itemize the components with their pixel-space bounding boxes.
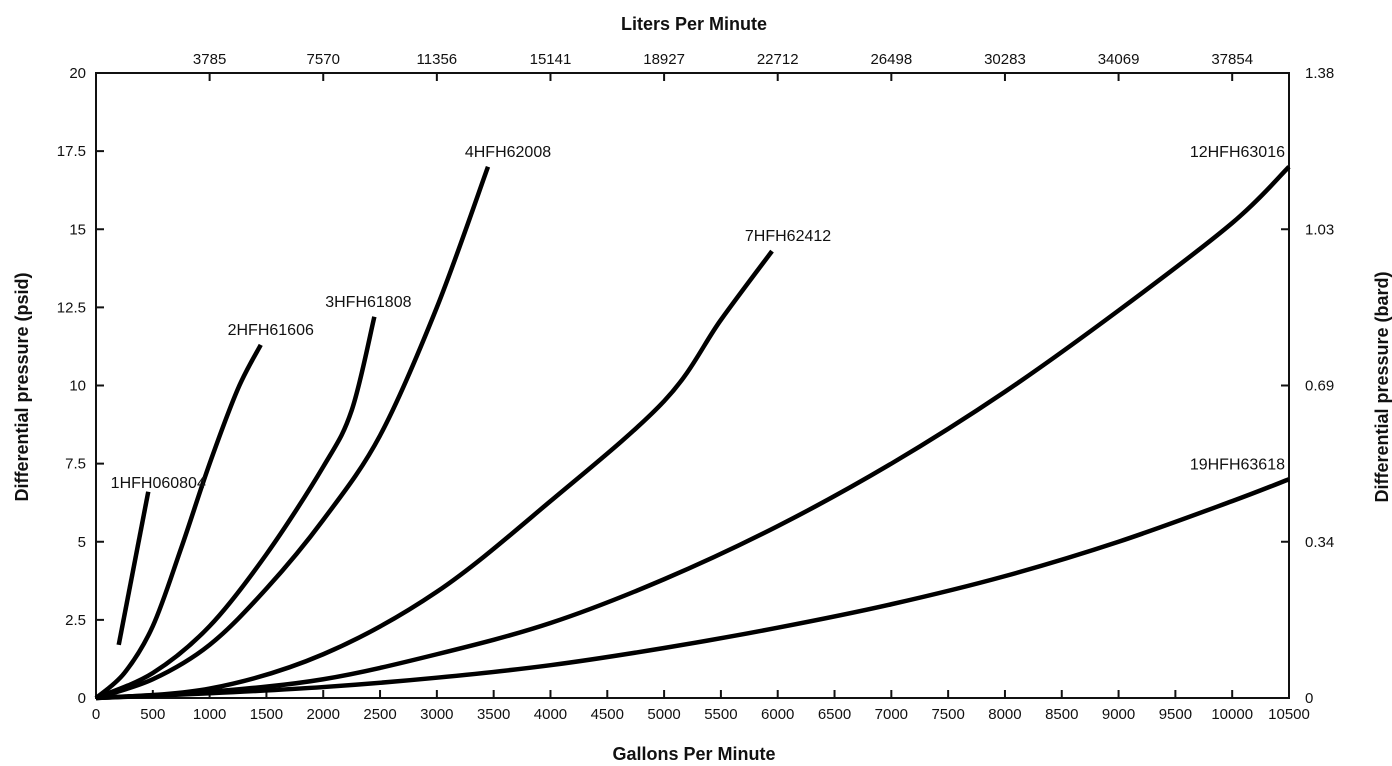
- x-tick-label: 9000: [1102, 706, 1135, 723]
- series-label-12hfh63016: 12HFH63016: [1190, 144, 1285, 161]
- series-label-2hfh61606: 2HFH61606: [228, 322, 314, 339]
- series-curves: [94, 165, 1291, 701]
- x-tick-label: 2500: [363, 706, 396, 723]
- series-label-3hfh61808: 3HFH61808: [325, 294, 411, 311]
- x-tick-label: 500: [140, 706, 165, 723]
- series-curve-3hfh61808: [95, 316, 377, 701]
- x2-tick-label: 37854: [1211, 51, 1253, 68]
- plot-frame: [95, 72, 1290, 699]
- x2-tick-label: 18927: [643, 51, 685, 68]
- x-tick-label: 5000: [647, 706, 680, 723]
- y-tick-label: 7.5: [65, 456, 86, 473]
- y-tick-label: 10: [69, 378, 86, 395]
- series-labels: 1HFH060804 2HFH61606 3HFH61808 4HFH62008 7HF…: [111, 144, 1285, 492]
- x-tick-label: 7500: [931, 706, 964, 723]
- x-tick-label: 3000: [420, 706, 453, 723]
- x-tick-label: 10000: [1211, 706, 1253, 723]
- x-tick-label: 1500: [250, 706, 283, 723]
- y-tick-label: 12.5: [57, 299, 86, 316]
- x-tick-label: 0: [92, 706, 100, 723]
- top-axis-title: Liters Per Minute: [621, 14, 767, 34]
- series-label-7hfh62412: 7HFH62412: [745, 228, 831, 245]
- left-axis-title: Differential pressure (psid): [12, 272, 32, 501]
- series-label-1hfh060804: 1HFH060804: [111, 475, 206, 492]
- y2-tick-label: 0.69: [1305, 378, 1334, 395]
- series-curve-7hfh62412: [95, 249, 774, 701]
- series-curve-2hfh61606: [94, 343, 263, 700]
- series-curve-19hfh63618: [95, 477, 1290, 701]
- y2-tick-label: 1.03: [1305, 221, 1334, 238]
- y2-tick-label: 0.34: [1305, 534, 1334, 551]
- x-tick-label: 9500: [1159, 706, 1192, 723]
- y-tick-label: 0: [78, 690, 86, 707]
- y-tick-label: 17.5: [57, 143, 86, 160]
- series-curve-1hfh060804: [116, 491, 151, 646]
- right-axis-title: Differential pressure (bard): [1372, 271, 1392, 502]
- x-tick-label: 3500: [477, 706, 510, 723]
- x-tick-label: 5500: [704, 706, 737, 723]
- x2-tick-label: 3785: [193, 51, 226, 68]
- series-curve-12hfh63016: [95, 165, 1291, 701]
- x-tick-label: 4500: [591, 706, 624, 723]
- x-tick-label: 2000: [307, 706, 340, 723]
- series-label-19hfh63618: 19HFH63618: [1190, 456, 1285, 473]
- x-tick-label: 8500: [1045, 706, 1078, 723]
- x2-tick-label: 34069: [1098, 51, 1140, 68]
- y-tick-label: 2.5: [65, 612, 86, 629]
- x-tick-label: 1000: [193, 706, 226, 723]
- x-tick-label: 10500: [1268, 706, 1310, 723]
- x-tick-label: 7000: [875, 706, 908, 723]
- y-tick-label: 5: [78, 534, 86, 551]
- x2-tick-label: 7570: [307, 51, 340, 68]
- series-label-4hfh62008: 4HFH62008: [465, 144, 551, 161]
- y2-tick-label: 0: [1305, 690, 1313, 707]
- series-curve-4hfh62008: [95, 165, 491, 701]
- bottom-axis-title: Gallons Per Minute: [612, 744, 775, 764]
- x2-tick-label: 22712: [757, 51, 799, 68]
- axis-ticks: 0 500 1000 1500 2000 2500 3000 3500 4000 4500 5000…: [57, 51, 1334, 723]
- x-tick-label: 4000: [534, 706, 567, 723]
- y-tick-label: 20: [69, 65, 86, 82]
- y-tick-label: 15: [69, 221, 86, 238]
- x2-tick-label: 30283: [984, 51, 1026, 68]
- x-tick-label: 6000: [761, 706, 794, 723]
- x-tick-label: 8000: [988, 706, 1021, 723]
- x2-tick-label: 15141: [530, 51, 572, 68]
- y2-tick-label: 1.38: [1305, 65, 1334, 82]
- x2-tick-label: 11356: [417, 51, 458, 68]
- x2-tick-label: 26498: [870, 51, 912, 68]
- x-tick-label: 6500: [818, 706, 851, 723]
